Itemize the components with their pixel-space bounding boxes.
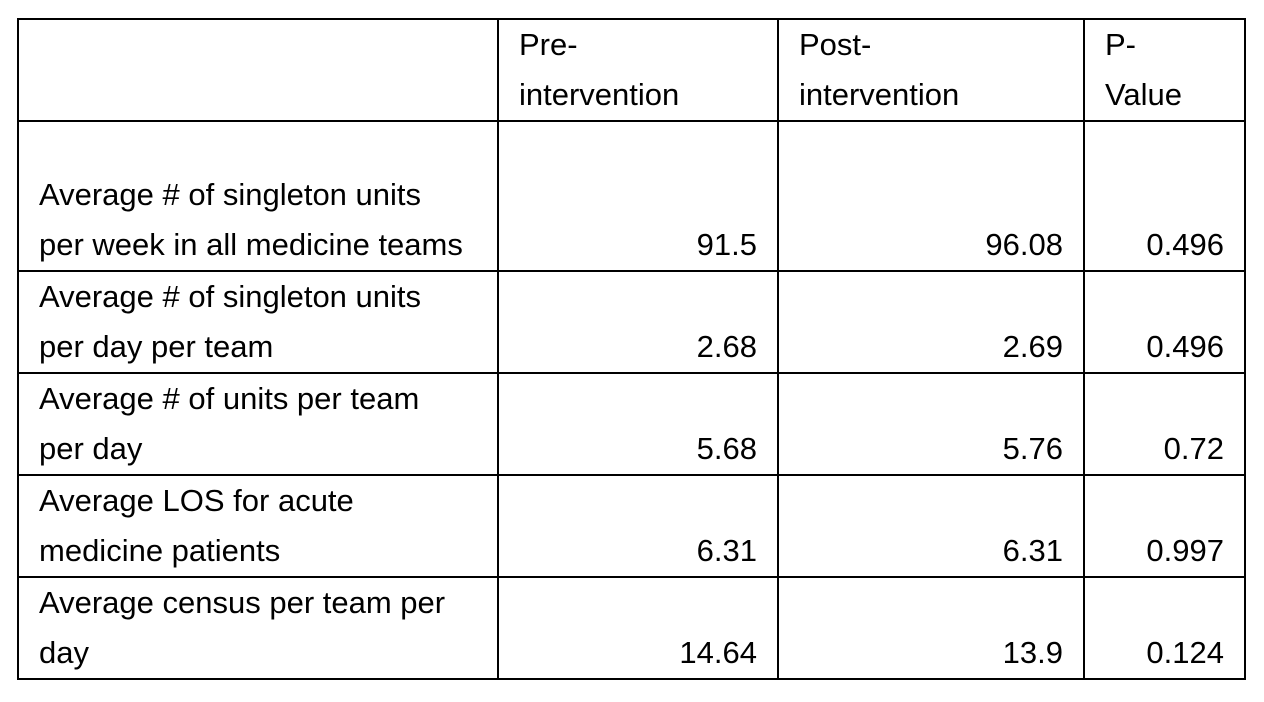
- cell-value: 0.496: [1146, 227, 1224, 262]
- header-cell: Post-intervention: [777, 18, 1085, 122]
- value-cell: 91.5: [497, 120, 779, 272]
- value-cell: 0.496: [1083, 120, 1246, 272]
- header-cell: P-Value: [1083, 18, 1246, 122]
- header-text: Pre-intervention: [519, 27, 680, 112]
- row-label: Average # of singleton units per week in…: [39, 177, 463, 262]
- row-label: Average # of singleton units per day per…: [39, 279, 422, 364]
- header-text: Post-intervention: [799, 27, 960, 112]
- table-row: Average census per team per day 14.64 13.9…: [17, 576, 1246, 680]
- value-cell: 2.69: [777, 270, 1085, 374]
- header-text: P-Value: [1105, 27, 1182, 112]
- value-cell: 0.72: [1083, 372, 1246, 476]
- header-cell: [17, 18, 499, 122]
- cell-value: 96.08: [985, 227, 1063, 262]
- value-cell: 2.68: [497, 270, 779, 374]
- row-label: Average LOS for acute medicine patients: [39, 483, 354, 568]
- cell-value: 14.64: [679, 635, 757, 670]
- value-cell: 96.08: [777, 120, 1085, 272]
- cell-value: 2.68: [696, 329, 757, 364]
- value-cell: 13.9: [777, 576, 1085, 680]
- header-row: Pre-intervention Post-intervention P-Val…: [17, 18, 1246, 122]
- row-label-cell: Average LOS for acute medicine patients: [17, 474, 499, 578]
- row-label: Average # of units per team per day: [39, 381, 420, 466]
- value-cell: 0.124: [1083, 576, 1246, 680]
- value-cell: 0.997: [1083, 474, 1246, 578]
- cell-value: 2.69: [1002, 329, 1063, 364]
- cell-value: 0.124: [1146, 635, 1224, 670]
- table-row: Average # of singleton units per day per…: [17, 270, 1246, 374]
- value-cell: 6.31: [497, 474, 779, 578]
- cell-value: 91.5: [696, 227, 757, 262]
- value-cell: 14.64: [497, 576, 779, 680]
- cell-value: 6.31: [1002, 533, 1063, 568]
- data-table: Pre-intervention Post-intervention P-Val…: [17, 18, 1246, 680]
- value-cell: 5.76: [777, 372, 1085, 476]
- cell-value: 6.31: [696, 533, 757, 568]
- cell-value: 5.68: [696, 431, 757, 466]
- row-label-cell: Average # of units per team per day: [17, 372, 499, 476]
- value-cell: 6.31: [777, 474, 1085, 578]
- table-row: Average LOS for acute medicine patients 6…: [17, 474, 1246, 578]
- row-label-cell: Average census per team per day: [17, 576, 499, 680]
- cell-value: 0.72: [1163, 431, 1224, 466]
- table-row: Average # of units per team per day 5.68 5…: [17, 372, 1246, 476]
- row-label-cell: Average # of singleton units per day per…: [17, 270, 499, 374]
- cell-value: 0.496: [1146, 329, 1224, 364]
- row-label: Average census per team per day: [39, 585, 446, 670]
- value-cell: 5.68: [497, 372, 779, 476]
- table-row: Average # of singleton units per week in…: [17, 120, 1246, 272]
- cell-value: 13.9: [1002, 635, 1063, 670]
- value-cell: 0.496: [1083, 270, 1246, 374]
- cell-value: 5.76: [1002, 431, 1063, 466]
- table-body: Average # of singleton units per week in…: [17, 120, 1246, 680]
- cell-value: 0.997: [1146, 533, 1224, 568]
- row-label-cell: Average # of singleton units per week in…: [17, 120, 499, 272]
- header-cell: Pre-intervention: [497, 18, 779, 122]
